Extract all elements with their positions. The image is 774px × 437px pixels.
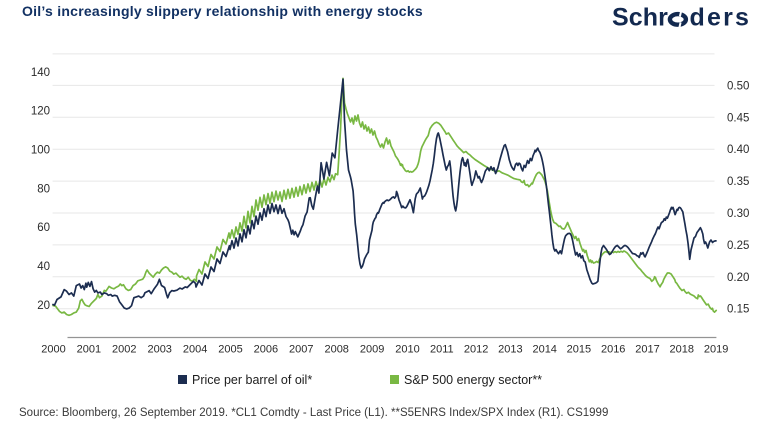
svg-text:100: 100 bbox=[31, 145, 50, 157]
svg-text:2010: 2010 bbox=[395, 344, 419, 356]
svg-text:2012: 2012 bbox=[464, 344, 488, 356]
svg-text:2018: 2018 bbox=[670, 344, 694, 356]
svg-text:2017: 2017 bbox=[635, 344, 659, 356]
svg-text:2002: 2002 bbox=[112, 344, 136, 356]
svg-text:80: 80 bbox=[37, 183, 50, 195]
svg-text:2003: 2003 bbox=[147, 344, 171, 356]
svg-text:0.20: 0.20 bbox=[727, 272, 749, 284]
svg-text:2015: 2015 bbox=[567, 344, 591, 356]
svg-text:40: 40 bbox=[37, 261, 50, 273]
svg-text:2016: 2016 bbox=[601, 344, 625, 356]
svg-text:2013: 2013 bbox=[498, 344, 522, 356]
svg-text:2006: 2006 bbox=[254, 344, 278, 356]
svg-text:2004: 2004 bbox=[183, 344, 207, 356]
svg-text:2009: 2009 bbox=[360, 344, 384, 356]
svg-text:2005: 2005 bbox=[218, 344, 242, 356]
svg-text:0.15: 0.15 bbox=[727, 304, 749, 316]
svg-text:20: 20 bbox=[37, 300, 50, 312]
svg-text:120: 120 bbox=[31, 106, 50, 118]
svg-text:2014: 2014 bbox=[532, 344, 556, 356]
svg-text:140: 140 bbox=[31, 67, 50, 79]
svg-text:2011: 2011 bbox=[430, 344, 454, 356]
svg-text:60: 60 bbox=[37, 222, 50, 234]
svg-text:0.25: 0.25 bbox=[727, 240, 749, 252]
svg-text:0.45: 0.45 bbox=[727, 112, 749, 124]
svg-text:Price per barrel of oil*: Price per barrel of oil* bbox=[192, 373, 312, 387]
svg-text:ders: ders bbox=[690, 4, 752, 32]
svg-text:S&P 500 energy sector**: S&P 500 energy sector** bbox=[404, 373, 542, 387]
svg-text:2000: 2000 bbox=[41, 344, 65, 356]
svg-text:2007: 2007 bbox=[289, 344, 313, 356]
svg-text:Schr: Schr bbox=[612, 4, 668, 32]
svg-text:2019: 2019 bbox=[704, 344, 728, 356]
svg-text:2008: 2008 bbox=[324, 344, 348, 356]
svg-text:2001: 2001 bbox=[77, 344, 101, 356]
svg-text:0.50: 0.50 bbox=[727, 80, 749, 92]
svg-text:0.40: 0.40 bbox=[727, 144, 749, 156]
svg-text:0.35: 0.35 bbox=[727, 176, 749, 188]
svg-text:0.30: 0.30 bbox=[727, 208, 749, 220]
